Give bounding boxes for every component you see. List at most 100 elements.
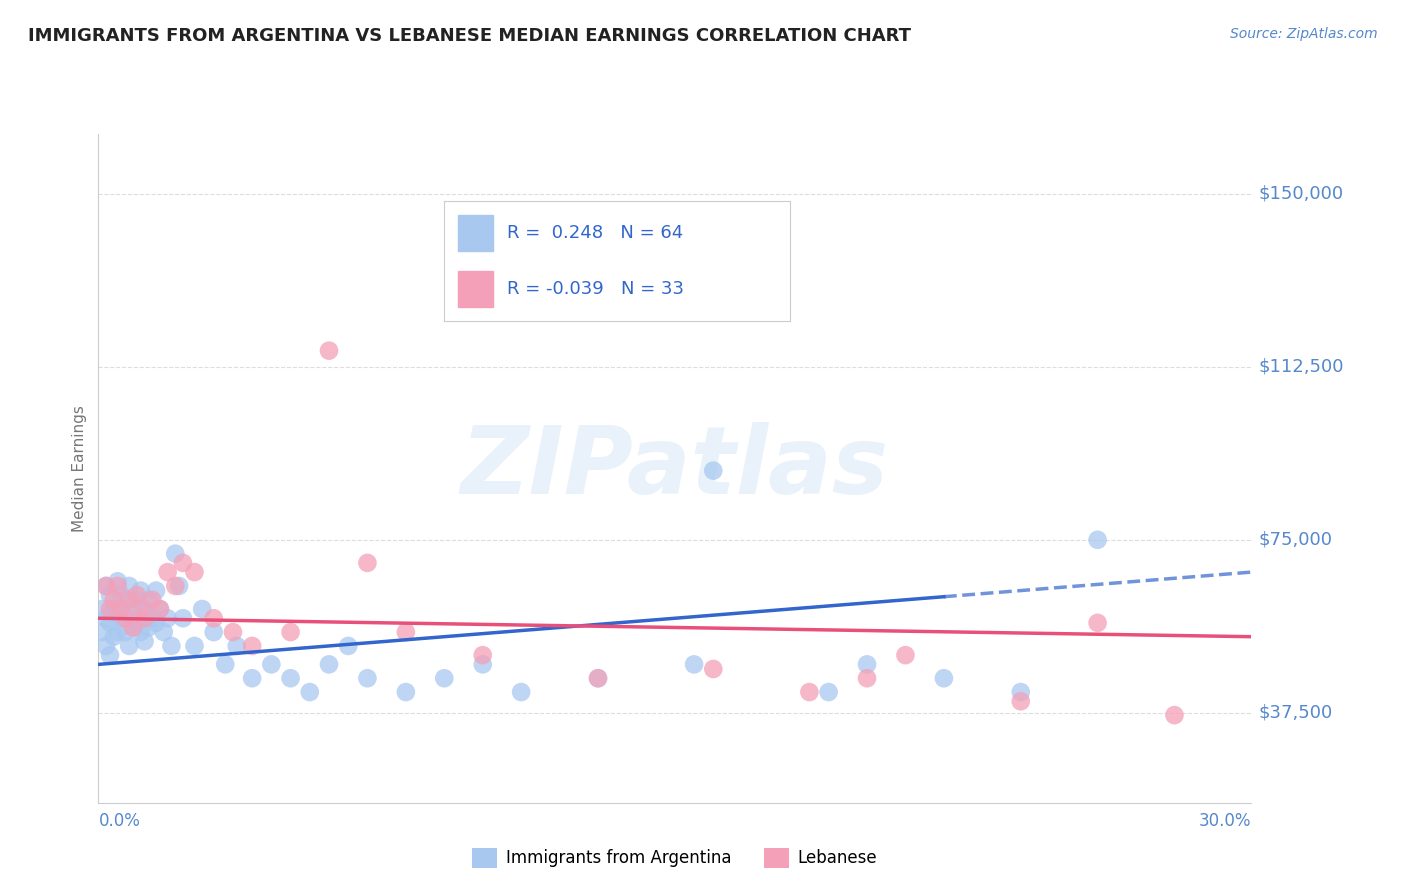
Point bbox=[118, 611, 141, 625]
Point bbox=[191, 602, 214, 616]
Point bbox=[318, 343, 340, 358]
Point bbox=[129, 625, 152, 640]
Point bbox=[98, 648, 121, 662]
Point bbox=[103, 630, 125, 644]
Point bbox=[118, 639, 141, 653]
Point bbox=[586, 671, 609, 685]
Text: $112,500: $112,500 bbox=[1258, 358, 1344, 376]
Point bbox=[167, 579, 190, 593]
Point bbox=[356, 556, 378, 570]
Bar bbox=[458, 215, 492, 252]
Point bbox=[1163, 708, 1185, 723]
Point bbox=[145, 583, 167, 598]
Point bbox=[149, 602, 172, 616]
Point bbox=[114, 625, 136, 640]
Point bbox=[172, 611, 194, 625]
Point bbox=[202, 625, 225, 640]
Text: R = -0.039   N = 33: R = -0.039 N = 33 bbox=[506, 279, 683, 298]
Point bbox=[395, 625, 418, 640]
Point bbox=[152, 625, 174, 640]
Point bbox=[110, 588, 132, 602]
Text: $150,000: $150,000 bbox=[1258, 185, 1344, 202]
Point bbox=[98, 602, 121, 616]
Point bbox=[165, 579, 187, 593]
Point bbox=[129, 602, 152, 616]
Point bbox=[214, 657, 236, 672]
Point bbox=[856, 671, 879, 685]
Point bbox=[471, 648, 494, 662]
Point bbox=[98, 615, 121, 630]
Point bbox=[702, 464, 724, 478]
Point bbox=[122, 620, 145, 634]
Point bbox=[107, 625, 129, 640]
Point bbox=[356, 671, 378, 685]
Point bbox=[138, 620, 160, 634]
Point bbox=[856, 657, 879, 672]
Point bbox=[298, 685, 321, 699]
Point bbox=[702, 662, 724, 676]
Point bbox=[165, 547, 187, 561]
Point bbox=[125, 615, 148, 630]
Text: IMMIGRANTS FROM ARGENTINA VS LEBANESE MEDIAN EARNINGS CORRELATION CHART: IMMIGRANTS FROM ARGENTINA VS LEBANESE ME… bbox=[28, 27, 911, 45]
Point bbox=[433, 671, 456, 685]
Point bbox=[98, 588, 121, 602]
Point bbox=[118, 592, 141, 607]
Point bbox=[160, 639, 183, 653]
Point bbox=[222, 625, 245, 640]
Point bbox=[1010, 694, 1032, 708]
Point bbox=[110, 602, 132, 616]
Point bbox=[110, 611, 132, 625]
Point bbox=[395, 685, 418, 699]
Point bbox=[183, 565, 205, 579]
Point bbox=[134, 611, 156, 625]
Text: 0.0%: 0.0% bbox=[98, 812, 141, 830]
Text: ZIPatlas: ZIPatlas bbox=[461, 422, 889, 515]
Point bbox=[156, 565, 179, 579]
Point bbox=[94, 639, 117, 653]
Point bbox=[183, 639, 205, 653]
Point bbox=[114, 611, 136, 625]
Point bbox=[125, 588, 148, 602]
Point bbox=[94, 579, 117, 593]
Text: $75,000: $75,000 bbox=[1258, 531, 1333, 549]
Point bbox=[1087, 533, 1109, 547]
Point bbox=[149, 602, 172, 616]
Y-axis label: Median Earnings: Median Earnings bbox=[72, 405, 87, 532]
Point bbox=[1010, 685, 1032, 699]
Point bbox=[138, 592, 160, 607]
Point bbox=[280, 625, 302, 640]
Legend: Immigrants from Argentina, Lebanese: Immigrants from Argentina, Lebanese bbox=[465, 841, 884, 875]
Point bbox=[134, 634, 156, 648]
Point bbox=[225, 639, 247, 653]
Text: R =  0.248   N = 64: R = 0.248 N = 64 bbox=[506, 224, 683, 243]
Point bbox=[932, 671, 955, 685]
Text: Source: ZipAtlas.com: Source: ZipAtlas.com bbox=[1230, 27, 1378, 41]
Point bbox=[94, 579, 117, 593]
Point bbox=[107, 602, 129, 616]
Point bbox=[586, 671, 609, 685]
Point bbox=[141, 592, 163, 607]
Bar bbox=[458, 270, 492, 307]
Point bbox=[894, 648, 917, 662]
Point bbox=[122, 602, 145, 616]
Point bbox=[107, 579, 129, 593]
Text: 30.0%: 30.0% bbox=[1199, 812, 1251, 830]
Point bbox=[134, 602, 156, 616]
Point bbox=[125, 592, 148, 607]
Point bbox=[240, 671, 263, 685]
Point bbox=[337, 639, 360, 653]
Point bbox=[103, 592, 125, 607]
Point bbox=[280, 671, 302, 685]
Text: $37,500: $37,500 bbox=[1258, 704, 1333, 722]
Point bbox=[94, 611, 117, 625]
Point bbox=[91, 602, 114, 616]
Point bbox=[118, 579, 141, 593]
Point bbox=[107, 574, 129, 589]
Point bbox=[471, 657, 494, 672]
Point bbox=[172, 556, 194, 570]
Point bbox=[202, 611, 225, 625]
Point bbox=[799, 685, 821, 699]
Point bbox=[817, 685, 839, 699]
Point bbox=[141, 611, 163, 625]
Point bbox=[1087, 615, 1109, 630]
